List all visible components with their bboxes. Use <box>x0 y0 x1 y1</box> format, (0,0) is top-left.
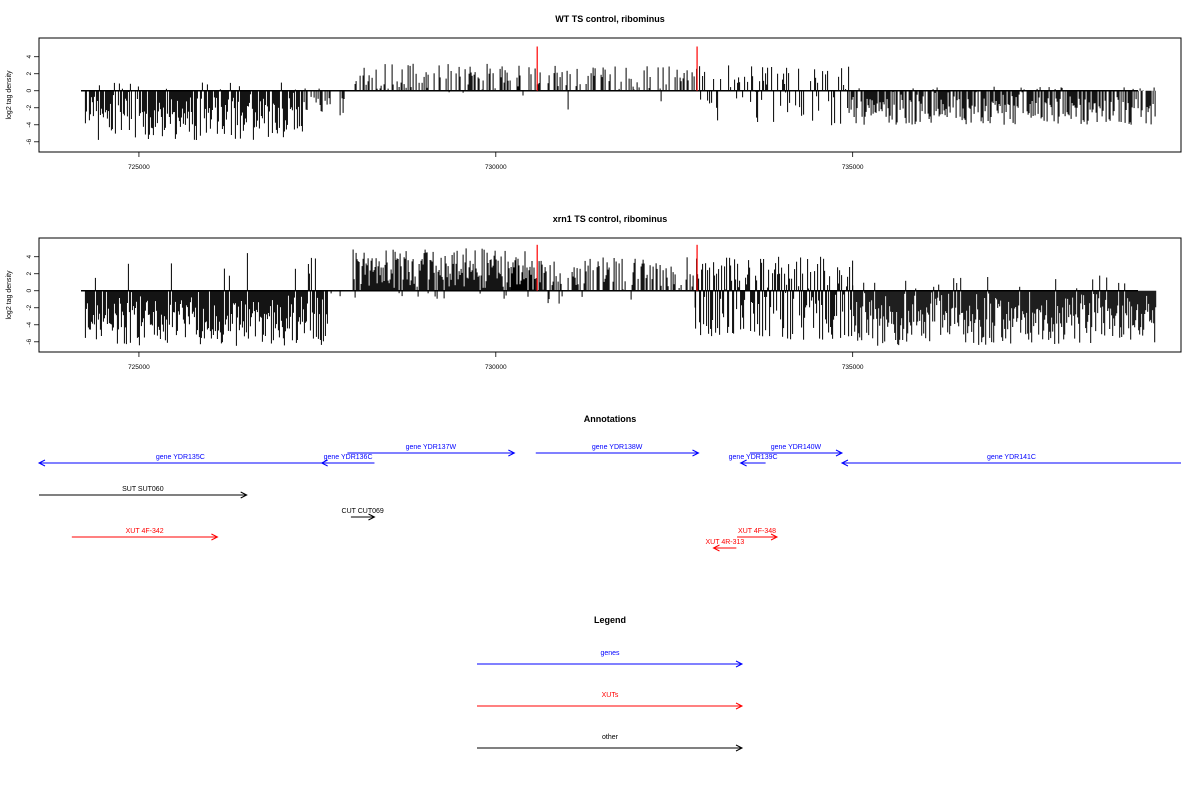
panel-title: xrn1 TS control, ribominus <box>553 214 668 224</box>
feature-label: gene YDR138W <box>592 444 643 451</box>
x-tick-label: 725000 <box>128 364 150 371</box>
annotation-feature: gene YDR140W <box>749 444 844 457</box>
feature-label: gene YDR135C <box>156 454 205 461</box>
plot-frame <box>38 237 1182 353</box>
feature-label: XUT 4F-348 <box>738 528 776 535</box>
legend-label: other <box>602 734 619 741</box>
panel-title: WT TS control, ribominus <box>555 14 665 24</box>
y-axis: -6 -4 -2 0 2 4 <box>26 255 40 345</box>
annotations-title: Annotations <box>584 414 637 424</box>
feature-arrowhead <box>508 449 516 457</box>
y-tick-label: 2 <box>26 72 33 76</box>
y-tick-label: -4 <box>26 322 33 328</box>
annotations-panel: Annotations gene YDR135C gene YDR136Cgene… <box>37 414 1181 552</box>
x-axis: 725000 730000 735000 <box>128 351 864 371</box>
feature-arrowhead <box>368 513 376 521</box>
legend-arrowhead <box>735 702 744 710</box>
legend-items: genes XUTs other <box>477 650 744 752</box>
feature-arrowhead <box>840 459 849 467</box>
x-axis: 725000 730000 735000 <box>128 151 864 171</box>
annotation-feature: gene YDR138W <box>535 444 700 457</box>
annotation-feature: XUT 4F-342 <box>71 528 219 541</box>
annotation-feature: gene YDR139C <box>729 454 778 467</box>
y-tick-label: 0 <box>26 289 33 293</box>
legend-title: Legend <box>594 615 626 625</box>
feature-label: gene YDR136C <box>324 454 373 461</box>
y-axis-label: log2 tag density <box>6 70 13 120</box>
annotation-feature: gene YDR136C <box>320 454 375 467</box>
feature-arrowhead <box>211 533 219 541</box>
legend-label: genes <box>600 650 620 657</box>
legend-label: XUTs <box>602 692 619 699</box>
x-tick-label: 725000 <box>128 164 150 171</box>
feature-arrowhead <box>692 449 700 457</box>
y-tick-label: -4 <box>26 122 33 128</box>
annotation-feature: gene YDR137W <box>347 444 516 457</box>
y-tick-label: -6 <box>26 339 33 345</box>
x-tick-label: 730000 <box>485 164 507 171</box>
feature-arrowhead <box>320 459 328 467</box>
y-axis: -6 -4 -2 0 2 4 <box>26 55 40 145</box>
y-tick-label: 2 <box>26 272 33 276</box>
y-tick-label: -6 <box>26 139 33 145</box>
x-tick-label: 735000 <box>842 164 864 171</box>
feature-label: gene YDR137W <box>406 444 457 451</box>
feature-label: gene YDR141C <box>987 454 1036 461</box>
feature-arrowhead <box>712 544 720 552</box>
feature-arrowhead <box>240 491 248 499</box>
highlight-bars <box>536 46 698 91</box>
feature-label: gene YDR140W <box>771 444 822 451</box>
annotation-features: gene YDR135C gene YDR136C gene YDR137W gene… <box>37 444 1181 552</box>
y-tick-label: 0 <box>26 89 33 93</box>
feature-label: gene YDR139C <box>729 454 778 461</box>
annotation-feature: gene YDR135C <box>37 454 322 467</box>
y-axis-label: log2 tag density <box>6 270 13 320</box>
legend-item: XUTs <box>477 692 744 710</box>
y-tick-label: 4 <box>26 55 33 59</box>
legend-panel: Legend genes XUTs other <box>477 615 744 752</box>
y-tick-label: 4 <box>26 255 33 259</box>
feature-label: SUT SUT060 <box>122 486 164 493</box>
x-tick-label: 735000 <box>842 364 864 371</box>
plot-frame <box>38 37 1182 153</box>
annotation-feature: XUT 4R-313 <box>706 539 745 552</box>
density-bars <box>84 63 1156 140</box>
feature-arrowhead <box>770 533 779 541</box>
annotation-feature: gene YDR141C <box>840 454 1181 467</box>
feature-arrowhead <box>835 449 844 457</box>
legend-arrowhead <box>735 744 744 752</box>
feature-arrowhead <box>739 459 747 467</box>
xrn1-density-panel: xrn1 TS control, ribominus log2 tag dens… <box>6 214 1182 371</box>
x-tick-label: 730000 <box>485 364 507 371</box>
density-bars <box>84 248 1157 346</box>
annotation-feature: CUT CUT069 <box>342 508 384 521</box>
legend-arrowhead <box>735 660 744 668</box>
annotation-feature: SUT SUT060 <box>39 486 248 499</box>
feature-label: XUT 4F-342 <box>126 528 164 535</box>
wt-density-panel: WT TS control, ribominus log2 tag densit… <box>6 14 1182 171</box>
highlight-bars <box>536 244 698 291</box>
legend-item: genes <box>477 650 744 668</box>
feature-arrowhead <box>37 459 46 467</box>
annotation-feature: XUT 4F-348 <box>737 528 779 541</box>
feature-label: XUT 4R-313 <box>706 539 745 546</box>
y-tick-label: -2 <box>26 304 33 310</box>
legend-item: other <box>477 734 744 752</box>
feature-label: CUT CUT069 <box>342 508 384 515</box>
y-tick-label: -2 <box>26 104 33 110</box>
